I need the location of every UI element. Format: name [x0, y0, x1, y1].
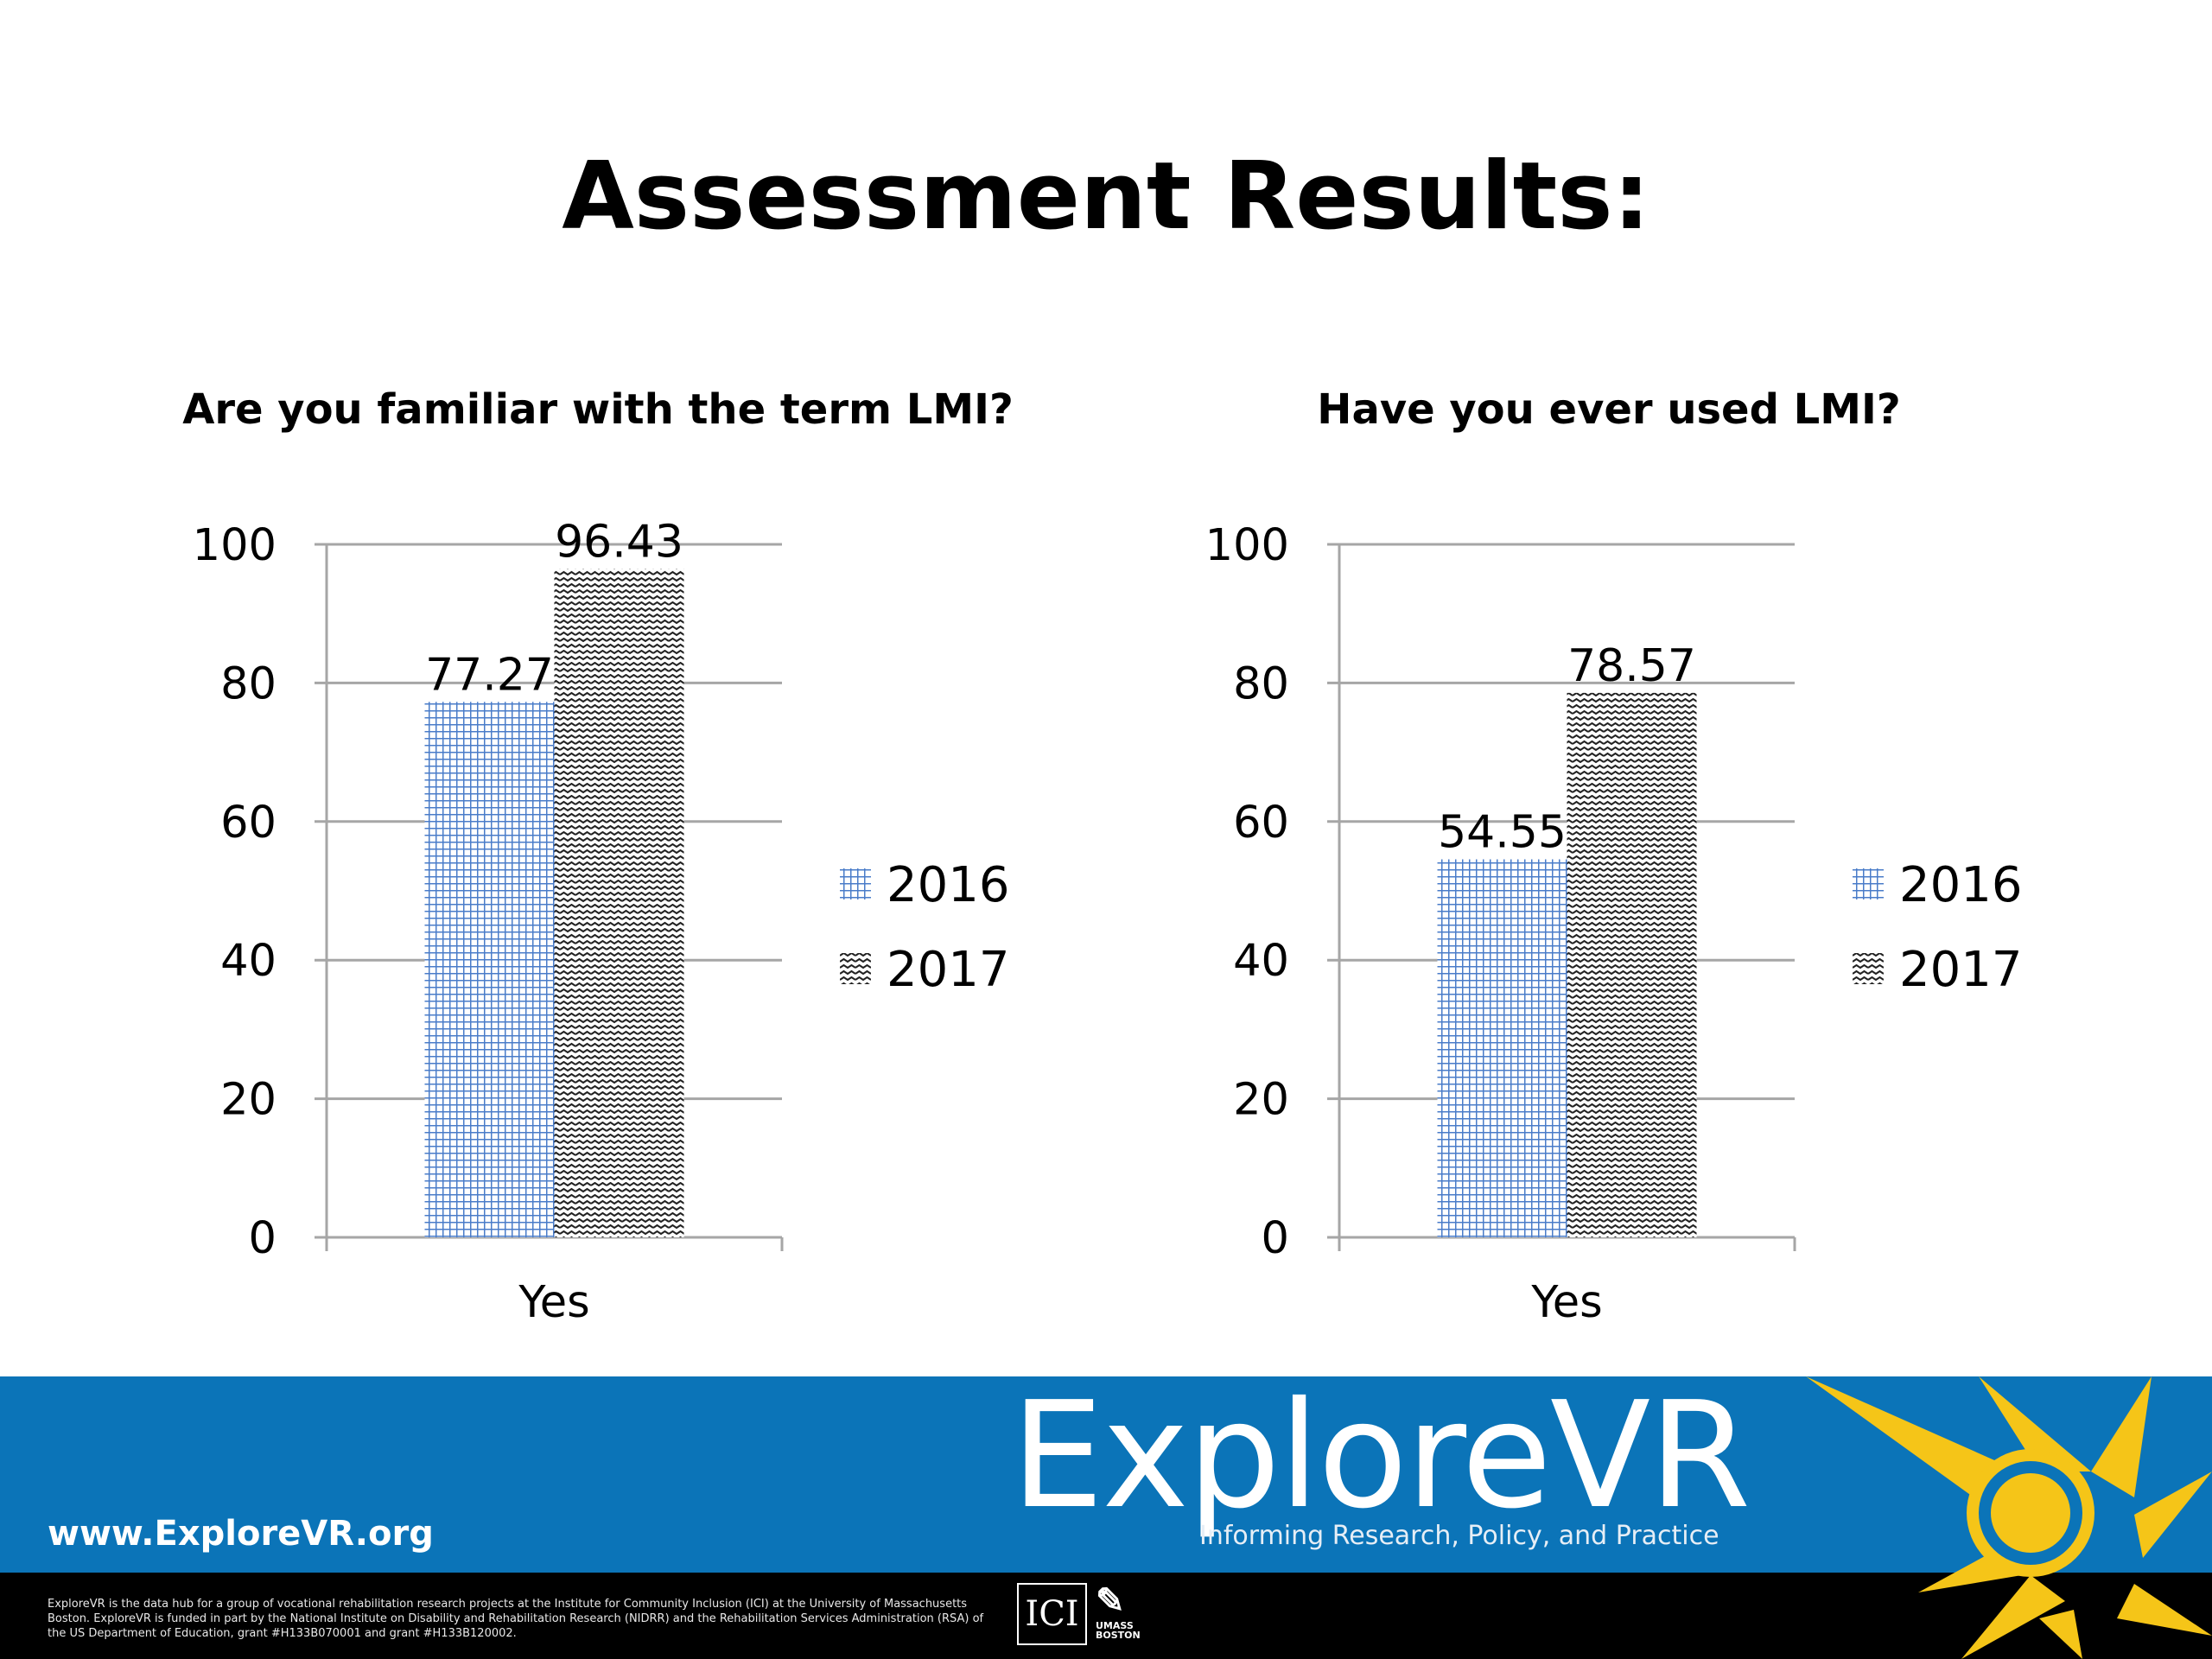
umass-mark-icon: ✎ — [1096, 1580, 1125, 1621]
chart-lmi-used: Have you ever used LMI? 0 20 40 60 80 100 54.55… — [1205, 385, 2023, 1328]
y-tick-label: 40 — [1233, 936, 1289, 987]
footer-band — [0, 1376, 2212, 1573]
legend-label: 2016 — [1899, 857, 2023, 913]
brand-wordmark: ExploreVR — [1011, 1370, 1751, 1541]
sun-logo-icon — [1806, 1376, 2212, 1659]
y-tick-label: 80 — [1233, 658, 1289, 709]
bar-2016 — [1437, 859, 1567, 1237]
y-tick-label: 0 — [249, 1213, 276, 1264]
bar-2017 — [1567, 692, 1697, 1237]
legend-label: 2017 — [1899, 942, 2023, 998]
chart-lmi-familiar: Are you familiar with the term LMI? 0 20 40… — [182, 385, 1014, 1328]
y-tick-label: 40 — [220, 936, 276, 987]
bar-2016 — [424, 702, 555, 1237]
x-category-label: Yes — [1530, 1277, 1602, 1328]
ici-logo: ICI — [1017, 1583, 1087, 1645]
bar-2017 — [554, 569, 684, 1237]
y-tick-label: 80 — [220, 658, 276, 709]
slide-title: Assessment Results: — [562, 143, 1650, 251]
data-label: 96.43 — [555, 517, 683, 569]
y-tick-label: 60 — [220, 798, 276, 849]
y-tick-label: 0 — [1262, 1213, 1289, 1264]
brand-tagline: Informing Research, Policy, and Practice — [1199, 1521, 1719, 1551]
umass-boston-logo: ✎ UMASS BOSTON — [1096, 1581, 1154, 1647]
y-tick-label: 20 — [1233, 1075, 1289, 1126]
y-tick-label: 100 — [193, 520, 276, 571]
data-label: 78.57 — [1567, 640, 1696, 692]
y-tick-label: 100 — [1205, 520, 1289, 571]
chart-title: Are you familiar with the term LMI? — [182, 385, 1014, 434]
legend-swatch — [1853, 953, 1884, 984]
site-url[interactable]: www.ExploreVR.org — [48, 1514, 434, 1554]
legend-swatch — [840, 953, 871, 984]
legend-label: 2016 — [887, 857, 1010, 913]
data-label: 54.55 — [1438, 807, 1567, 859]
funding-disclaimer: ExploreVR is the data hub for a group of… — [48, 1598, 984, 1640]
chart-title: Have you ever used LMI? — [1317, 385, 1900, 434]
y-tick-label: 60 — [1233, 798, 1289, 849]
data-label: 77.27 — [425, 649, 554, 701]
y-tick-label: 20 — [220, 1075, 276, 1126]
legend-swatch — [1853, 868, 1884, 899]
legend-label: 2017 — [887, 942, 1010, 998]
x-category-label: Yes — [518, 1277, 589, 1328]
legend-swatch — [840, 868, 871, 899]
footer-base — [0, 1573, 2212, 1659]
umass-logo-label: UMASS BOSTON — [1096, 1620, 1141, 1641]
